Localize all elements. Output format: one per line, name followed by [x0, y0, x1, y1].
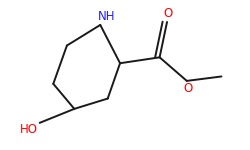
Text: O: O [184, 82, 193, 96]
Text: NH: NH [98, 10, 115, 23]
Text: O: O [164, 7, 173, 20]
Text: HO: HO [20, 123, 38, 136]
